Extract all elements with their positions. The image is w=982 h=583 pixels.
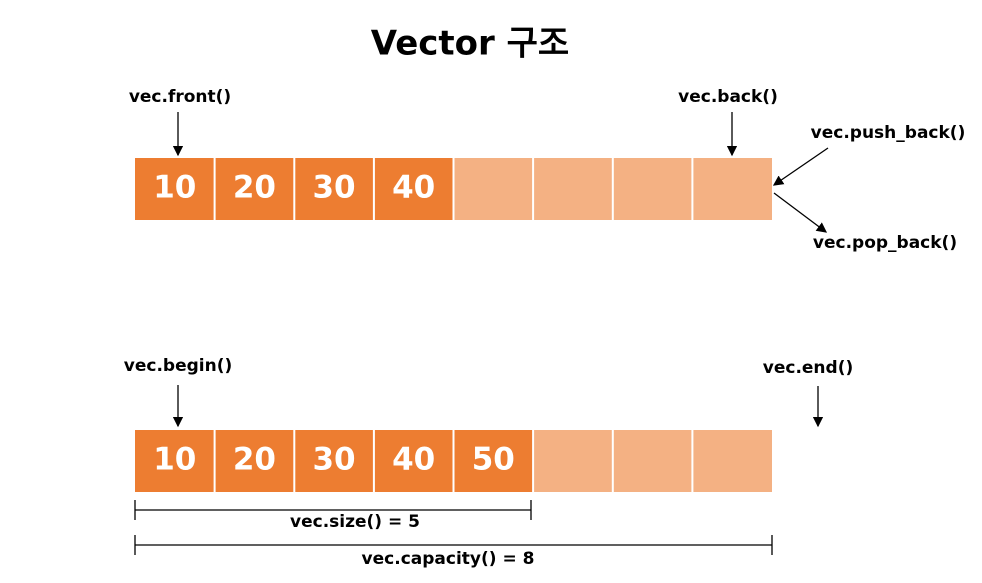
cell-value: 50 (472, 442, 515, 478)
arrow (772, 147, 829, 186)
back-label: vec.back() (678, 87, 778, 107)
cell-value: 10 (153, 442, 196, 478)
cells: 10 20 30 40 10 20 30 40 50 (135, 158, 534, 492)
cell (214, 158, 295, 220)
capacity-label: vec.capacity() = 8 (362, 549, 535, 569)
cell (373, 158, 454, 220)
cell (453, 430, 534, 492)
cell-value: 20 (233, 442, 276, 478)
cell-value: 20 (233, 170, 276, 206)
cell (214, 430, 295, 492)
size-bracket (134, 500, 532, 520)
cell (373, 430, 454, 492)
cell-value: 10 (153, 170, 196, 206)
size-label: vec.size() = 5 (290, 512, 420, 532)
cell (135, 158, 215, 220)
cell-value: 30 (312, 170, 355, 206)
title: Vector 구조 (371, 24, 569, 64)
cell-value: 30 (312, 442, 355, 478)
dividers (213, 158, 694, 492)
end-label: vec.end() (763, 358, 854, 378)
cell (294, 158, 374, 220)
arrow (773, 192, 828, 233)
push-back-label: vec.push_back() (811, 123, 966, 143)
cell (294, 430, 374, 492)
begin-label: vec.begin() (124, 356, 232, 376)
capacity-bracket (134, 535, 773, 555)
pop-back-label: vec.pop_back() (813, 233, 957, 253)
cell-value: 40 (392, 170, 435, 206)
front-label: vec.front() (129, 87, 231, 107)
cell-value: 40 (392, 442, 435, 478)
cell (135, 430, 215, 492)
